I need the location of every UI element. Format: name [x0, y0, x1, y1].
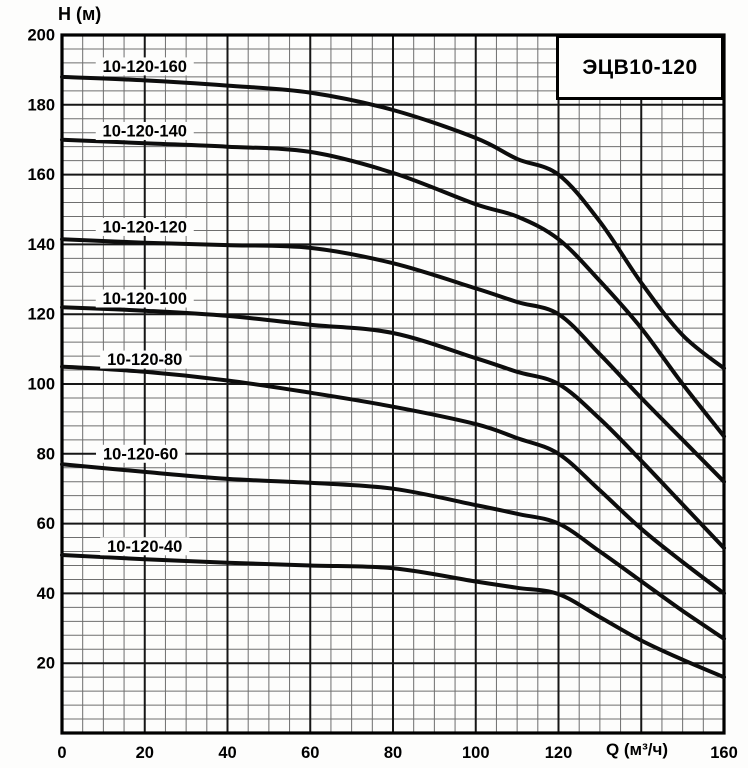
- x-axis-title: Q (м³/ч): [605, 740, 669, 759]
- x-tick-label: 160: [710, 744, 738, 762]
- curve-10-120-160: [60, 74, 726, 371]
- curve-label-mask: [96, 444, 186, 463]
- y-tick-label: 200: [27, 27, 55, 45]
- x-tick-label: 20: [136, 744, 154, 762]
- y-tick-label: 80: [37, 445, 55, 463]
- y-tick-label: 140: [27, 236, 55, 254]
- pump-model-title-box: ЭЦВ10-120: [556, 35, 724, 100]
- curve-10-120-120: [60, 237, 726, 484]
- y-tick-label: 120: [27, 306, 55, 324]
- y-tick-label: 160: [27, 166, 55, 184]
- x-tick-label: 100: [462, 744, 490, 762]
- y-axis-title: Н (м): [58, 4, 102, 24]
- curve-10-120-140: [60, 137, 726, 439]
- curve-label-mask: [100, 350, 190, 369]
- curve-10-120-80: [60, 364, 726, 596]
- curve-label-10-120-80: 10-120-80: [107, 351, 182, 369]
- x-tick-label: 0: [57, 744, 66, 762]
- curve-label-mask: [95, 289, 194, 308]
- x-tick-label: 40: [218, 744, 236, 762]
- y-tick-label: 100: [27, 376, 55, 394]
- curve-label-10-120-120: 10-120-120: [103, 218, 187, 236]
- curve-label-10-120-40: 10-120-40: [107, 538, 182, 556]
- y-tick-label: 40: [37, 585, 55, 603]
- curve-10-120-60: [60, 462, 726, 641]
- y-tick-label: 180: [27, 96, 55, 114]
- plot-border: [60, 33, 726, 735]
- x-tick-label: 120: [545, 744, 573, 762]
- curve-label-mask: [95, 121, 194, 140]
- curve-label-10-120-60: 10-120-60: [103, 445, 178, 463]
- x-tick-label: 80: [384, 744, 402, 762]
- pump-model-title: ЭЦВ10-120: [582, 55, 698, 79]
- curve-label-mask: [100, 537, 190, 556]
- curve-label-mask: [95, 57, 194, 76]
- curve-label-10-120-140: 10-120-140: [103, 122, 187, 140]
- x-tick-label: 60: [301, 744, 319, 762]
- curve-label-10-120-100: 10-120-100: [103, 290, 187, 308]
- curve-label-10-120-160: 10-120-160: [103, 58, 187, 76]
- curve-10-120-100: [60, 305, 726, 550]
- y-tick-label: 60: [37, 515, 55, 533]
- curve-10-120-40: [60, 553, 726, 680]
- y-tick-label: 20: [37, 655, 55, 673]
- curve-label-mask: [95, 217, 194, 236]
